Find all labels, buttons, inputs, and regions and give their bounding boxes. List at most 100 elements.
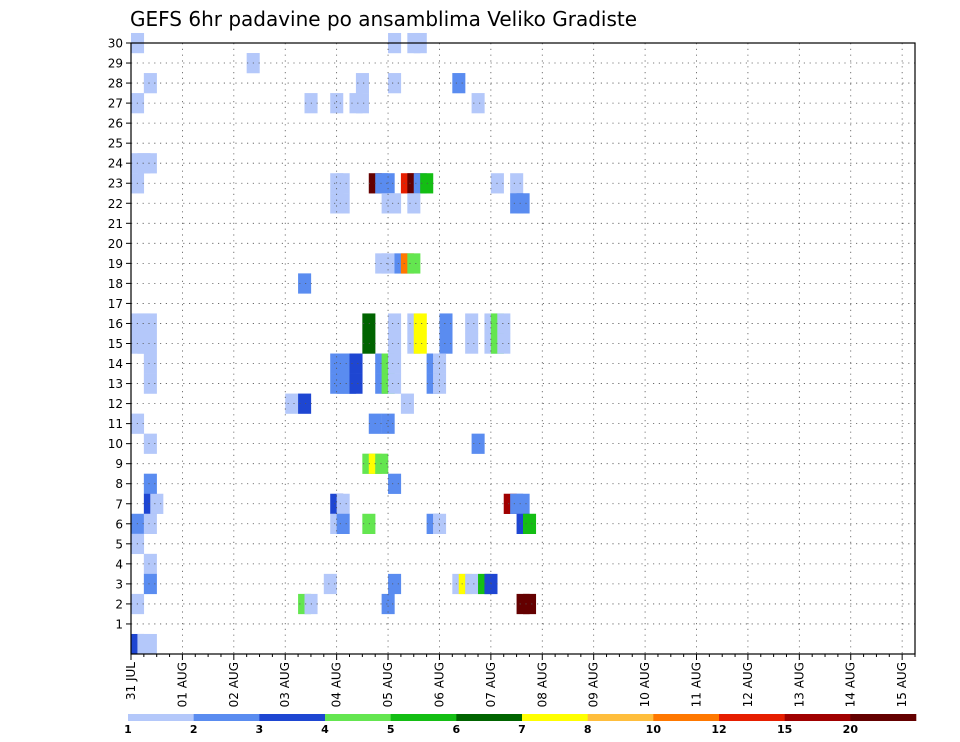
- precip-cell: [336, 173, 350, 194]
- y-tick-label: 25: [108, 137, 123, 151]
- precip-cell: [420, 173, 434, 194]
- colorbar-label: 3: [256, 723, 264, 736]
- precip-cell: [143, 633, 157, 655]
- data-cells: [131, 32, 537, 655]
- precip-cell: [523, 593, 537, 615]
- precip-cell: [407, 193, 421, 214]
- colorbar-label: 15: [777, 723, 792, 736]
- precip-cell: [400, 393, 414, 414]
- colorbar-label: 8: [584, 723, 592, 736]
- precip-cell: [336, 193, 350, 214]
- y-tick-label: 17: [108, 297, 123, 311]
- colorbar-segment: [128, 714, 194, 721]
- y-tick-label: 6: [115, 517, 123, 531]
- x-tick-label: 31 JUL: [124, 662, 138, 700]
- y-tick-label: 28: [108, 77, 123, 91]
- y-tick-label: 8: [115, 477, 123, 491]
- precip-cell: [143, 553, 157, 575]
- colorbar-label: 10: [646, 723, 662, 736]
- precip-cell: [150, 493, 164, 514]
- precip-cell: [523, 513, 537, 534]
- precip-cell: [143, 433, 157, 454]
- y-tick-label: 4: [115, 557, 123, 571]
- precip-cell: [143, 73, 157, 94]
- precip-cell: [388, 353, 402, 374]
- y-tick-label: 30: [108, 37, 123, 51]
- precip-cell: [143, 333, 157, 354]
- y-tick-label: 18: [108, 277, 123, 291]
- precip-cell: [413, 333, 427, 354]
- precip-cell: [388, 373, 402, 394]
- precip-cell: [407, 253, 421, 274]
- x-tick-label: 15 AUG: [895, 662, 909, 707]
- x-tick-label: 12 AUG: [741, 662, 755, 707]
- colorbar-segment: [193, 714, 260, 721]
- y-tick-label: 22: [108, 197, 123, 211]
- colorbar-label: 7: [518, 723, 526, 736]
- colorbar-label: 5: [387, 723, 395, 736]
- precip-cell: [375, 453, 389, 474]
- colorbar-segment: [653, 714, 720, 721]
- plot-frame: [130, 42, 916, 655]
- y-tick-label: 7: [115, 497, 123, 511]
- precip-cell: [323, 573, 337, 595]
- precip-cell: [143, 573, 157, 595]
- x-tick-label: 13 AUG: [792, 662, 806, 707]
- precip-cell: [439, 333, 453, 354]
- precip-cell: [143, 353, 157, 374]
- precip-cell: [388, 333, 402, 354]
- x-tick-label: 14 AUG: [844, 662, 858, 707]
- y-tick-label: 11: [108, 417, 123, 431]
- precip-cell: [143, 313, 157, 334]
- precip-cell: [355, 93, 369, 114]
- y-tick-label: 19: [108, 257, 123, 271]
- precip-cell: [452, 73, 466, 94]
- y-tick-label: 21: [108, 217, 123, 231]
- precip-cell: [388, 313, 402, 334]
- precip-cell: [298, 273, 312, 294]
- precip-cell: [388, 573, 402, 595]
- x-tick-label: 01 AUG: [175, 662, 189, 707]
- colorbar-segment: [719, 714, 785, 721]
- precip-cell: [388, 193, 402, 214]
- colorbar-label: 6: [453, 723, 461, 736]
- precip-cell: [439, 313, 453, 334]
- y-tick-label: 15: [108, 337, 123, 351]
- x-tick-label: 11 AUG: [690, 662, 704, 707]
- y-tick-label: 24: [108, 157, 123, 171]
- colorbar-label: 1: [124, 723, 132, 736]
- y-tick-label: 2: [115, 597, 123, 611]
- x-axis: 31 JUL 01 AUG 02 AUG 03 AUG 04 AUG 05 AUG 06 A…: [124, 654, 916, 707]
- precip-cell: [143, 513, 157, 534]
- colorbar-segment: [587, 714, 654, 721]
- precip-cell: [336, 513, 350, 534]
- x-tick-label: 07 AUG: [484, 662, 498, 707]
- precip-cell: [349, 373, 363, 394]
- precip-cell: [497, 333, 511, 354]
- x-tick-label: 06 AUG: [432, 662, 446, 707]
- y-tick-label: 27: [108, 97, 123, 111]
- precip-cell: [471, 433, 485, 454]
- colorbar-label: 12: [711, 723, 726, 736]
- colorbar-segment: [522, 714, 588, 721]
- y-tick-label: 23: [108, 177, 123, 191]
- colorbar-label: 2: [190, 723, 198, 736]
- x-tick-label: 08 AUG: [535, 662, 549, 707]
- precip-cell: [516, 193, 530, 214]
- y-tick-label: 26: [108, 117, 123, 131]
- x-tick-label: 02 AUG: [227, 662, 241, 707]
- y-axis: 1234567891011121314151617181920212223242…: [108, 37, 131, 631]
- precip-cell: [330, 93, 344, 114]
- y-tick-label: 10: [108, 437, 123, 451]
- y-tick-label: 5: [115, 537, 123, 551]
- y-tick-label: 29: [108, 57, 123, 71]
- y-tick-label: 16: [108, 317, 123, 331]
- colorbar-label: 4: [321, 723, 329, 736]
- precip-cell: [285, 393, 299, 414]
- x-tick-label: 03 AUG: [278, 662, 292, 707]
- precip-cell: [336, 493, 350, 514]
- y-tick-label: 20: [108, 237, 123, 251]
- colorbar-segment: [456, 714, 523, 721]
- precip-cell: [497, 313, 511, 334]
